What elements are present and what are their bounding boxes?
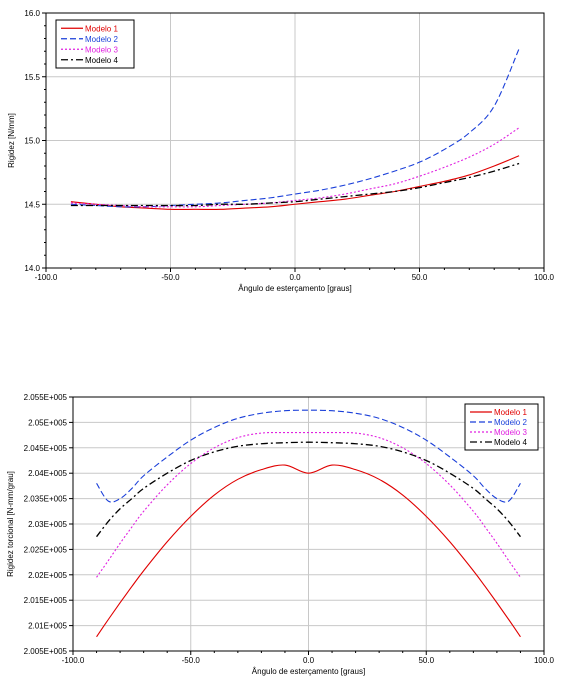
y-tick-label: 15.0 — [24, 137, 40, 146]
torsional-y-axis-title: Rigidez torcional [N-mm/grau] — [6, 471, 15, 577]
torsional-tick-labels: -100.0 -50.0 0.0 50.0 100.0 2.005E+005 2.01E+0… — [24, 393, 555, 665]
x-tick-label: -100.0 — [62, 656, 85, 665]
series-line-modelo-2 — [96, 409, 521, 503]
y-tick-label: 2.01E+005 — [28, 622, 67, 631]
y-tick-label: 2.035E+005 — [24, 495, 68, 504]
y-tick-label: 16.0 — [24, 9, 40, 18]
x-tick-label: -50.0 — [161, 273, 180, 282]
series-line-modelo-2 — [70, 48, 520, 208]
x-tick-label: -50.0 — [182, 656, 201, 665]
y-tick-label: 2.055E+005 — [24, 393, 68, 402]
stiffness-tick-labels: -100.0 -50.0 0.0 50.0 100.0 14.0 14.5 15.0 15.5 1… — [24, 9, 554, 282]
torsional-series — [96, 409, 521, 638]
legend-label: Modelo 2 — [85, 35, 118, 44]
legend-label: Modelo 4 — [494, 438, 527, 447]
legend-label: Modelo 4 — [85, 56, 118, 65]
y-tick-label: 15.5 — [24, 73, 40, 82]
series-line-modelo-3 — [70, 127, 520, 208]
chart-torsional-stiffness: -100.0 -50.0 0.0 50.0 100.0 2.005E+005 2.01E+0… — [6, 393, 555, 676]
legend-label: Modelo 1 — [85, 24, 118, 33]
y-tick-label: 14.0 — [24, 264, 40, 273]
chart-stiffness: -100.0 -50.0 0.0 50.0 100.0 14.0 14.5 15.0 15.5 1… — [7, 9, 555, 293]
x-tick-label: 100.0 — [534, 273, 555, 282]
y-tick-label: 2.02E+005 — [28, 571, 67, 580]
x-tick-label: 0.0 — [289, 273, 301, 282]
y-tick-label: 2.04E+005 — [28, 469, 67, 478]
stiffness-x-axis-title: Ângulo de esterçamento [graus] — [238, 284, 351, 293]
x-tick-label: 0.0 — [303, 656, 315, 665]
stiffness-y-axis-title: Rigidez [N/mm] — [7, 113, 16, 168]
series-line-modelo-4 — [96, 441, 521, 538]
y-tick-label: 2.05E+005 — [28, 418, 67, 427]
y-tick-label: 14.5 — [24, 200, 40, 209]
series-line-modelo-3 — [96, 431, 521, 578]
y-tick-label: 2.025E+005 — [24, 545, 68, 554]
y-tick-label: 2.005E+005 — [24, 647, 68, 656]
x-tick-label: 50.0 — [418, 656, 434, 665]
legend-label: Modelo 2 — [494, 418, 527, 427]
series-line-modelo-1 — [70, 155, 520, 210]
x-tick-label: 100.0 — [534, 656, 555, 665]
legend-label: Modelo 3 — [494, 428, 527, 437]
stiffness-series — [70, 48, 520, 210]
legend-label: Modelo 1 — [494, 408, 527, 417]
y-tick-label: 2.03E+005 — [28, 520, 67, 529]
series-line-modelo-1 — [96, 464, 521, 638]
stiffness-ticks — [42, 12, 545, 272]
y-tick-label: 2.015E+005 — [24, 596, 68, 605]
legend-label: Modelo 3 — [85, 45, 118, 54]
x-tick-label: 50.0 — [412, 273, 428, 282]
x-tick-label: -100.0 — [35, 273, 58, 282]
torsional-x-axis-title: Ângulo de esterçamento [graus] — [252, 667, 365, 676]
torsional-ticks — [69, 396, 545, 655]
y-tick-label: 2.045E+005 — [24, 444, 68, 453]
